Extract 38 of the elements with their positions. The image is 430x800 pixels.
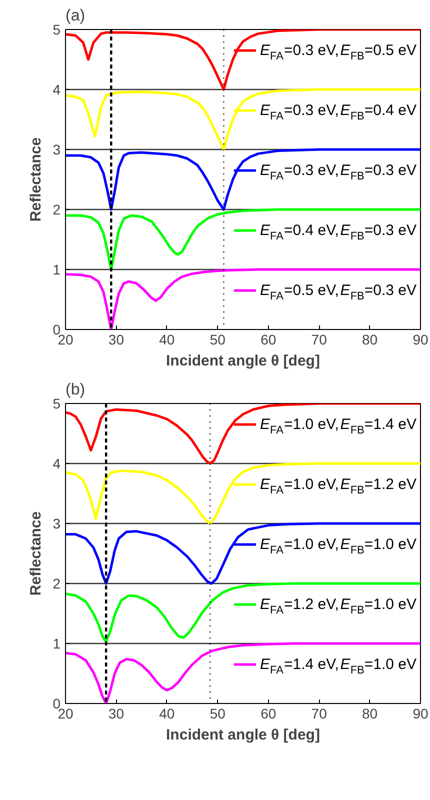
line-series [66, 582, 420, 643]
x-tick-label: 40 [159, 332, 175, 348]
y-tick-label: 3 [52, 142, 61, 158]
x-tick-label: 80 [362, 332, 378, 348]
y-axis-title: Reflectance [28, 137, 45, 222]
x-axis-title: Incident angle θ [deg] [166, 726, 320, 744]
y-tick-label: 4 [52, 456, 61, 472]
chart-title: (b) [66, 382, 86, 398]
x-tick-label: 30 [108, 706, 124, 722]
x-tick-label: 50 [210, 706, 226, 722]
x-tick-label: 90 [412, 332, 428, 348]
x-tick-label: 80 [362, 706, 378, 722]
x-tick-label: 50 [210, 332, 226, 348]
line-series [66, 404, 420, 465]
y-tick-label: 2 [52, 576, 61, 592]
x-tick-label: 30 [108, 332, 124, 348]
x-tick-label: 60 [260, 332, 276, 348]
line-series [66, 88, 420, 151]
chart-title: (a) [66, 8, 86, 24]
x-tick-label: 40 [159, 706, 175, 722]
y-tick-label: 2 [52, 202, 61, 218]
y-tick-label: 1 [52, 636, 61, 652]
y-tick-label: 5 [52, 22, 61, 38]
y-tick-label: 4 [52, 82, 61, 98]
x-tick-label: 70 [311, 332, 328, 348]
x-tick-label: 70 [311, 706, 328, 722]
line-series [66, 462, 420, 525]
y-tick-label: 1 [52, 262, 61, 278]
x-axis-title: Incident angle θ [deg] [166, 352, 320, 370]
line-series [66, 522, 420, 585]
y-tick-label: 5 [52, 396, 61, 412]
y-tick-label: 3 [52, 516, 61, 532]
line-series [66, 148, 420, 211]
x-tick-label: 90 [412, 706, 428, 722]
line-series [66, 30, 420, 91]
x-tick-label: 60 [260, 706, 276, 722]
y-axis-title: Reflectance [28, 511, 45, 596]
line-series [66, 208, 420, 271]
